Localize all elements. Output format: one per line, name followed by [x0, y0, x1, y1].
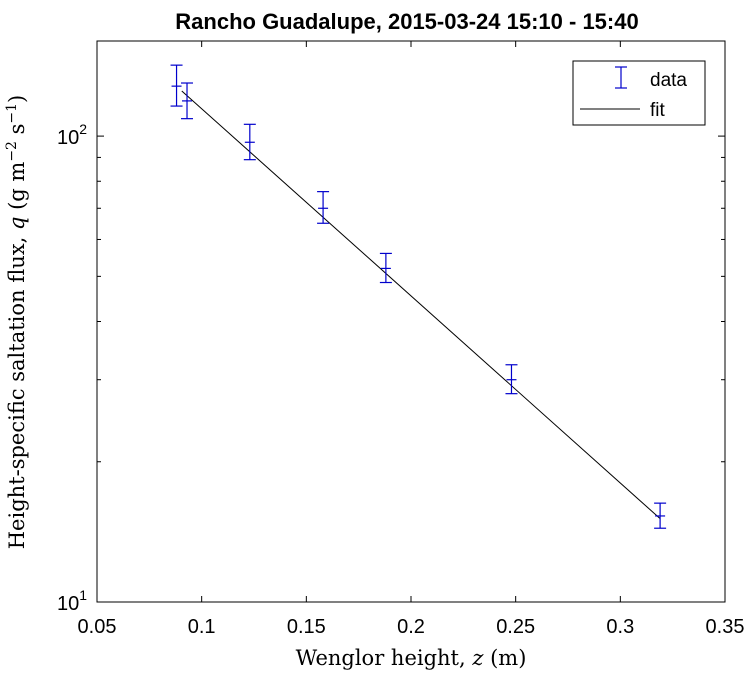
y-axis-label-variable: q [5, 217, 29, 230]
x-axis-label-variable: z [471, 646, 484, 670]
legend-marker-data [615, 66, 627, 89]
legend-box [572, 60, 706, 126]
plot-area [96, 40, 726, 603]
y-axis-label-text: Height-specific saltation flux, [5, 230, 29, 549]
legend-label-fit: fit [650, 100, 666, 121]
x-tick-label: 0.05 [78, 616, 117, 638]
y-tick-label: 101 [57, 587, 87, 615]
data-point [317, 191, 330, 224]
x-axis-label-unit: (m) [483, 646, 526, 670]
y-tick-label-base: 10 [57, 593, 79, 615]
y-axis-label-exponent-1: −2 [4, 141, 20, 162]
data-point [654, 502, 667, 529]
x-tick-label: 0.15 [287, 616, 326, 638]
chart-title: Rancho Guadalupe, 2015-03-24 15:10 - 15:… [175, 9, 638, 34]
data-series [170, 64, 667, 529]
x-tick-label: 0.25 [496, 616, 535, 638]
y-axis-label-unit-close: ) [5, 95, 29, 103]
y-axis-label-unit-mid: s [5, 124, 29, 141]
y-axis-label-unit-open: (g m [5, 162, 29, 217]
y-tick-label-base: 10 [57, 127, 79, 149]
y-axis-label: Height-specific saltation flux, q (g m−2… [4, 95, 29, 550]
data-point [170, 64, 183, 107]
data-point [505, 364, 518, 395]
x-axis-label: Wenglor height, z (m) [296, 646, 527, 670]
data-point [181, 82, 194, 120]
x-tick-label: 0.35 [706, 616, 745, 638]
y-tick-label-exponent: 2 [79, 121, 87, 137]
legend-label-data: data [650, 70, 687, 91]
data-point [379, 252, 392, 284]
x-axis-label-text: Wenglor height, [296, 646, 473, 670]
fit-line [181, 90, 661, 519]
x-axis-ticks: 0.05 0.1 0.15 0.2 0.25 0.3 0.35 [78, 41, 745, 638]
y-tick-label-exponent: 1 [79, 587, 87, 603]
x-tick-label: 0.1 [188, 616, 216, 638]
data-point [243, 123, 256, 161]
y-axis-label-exponent-2: −1 [4, 103, 20, 124]
y-tick-label: 102 [57, 121, 87, 149]
x-tick-label: 0.3 [606, 616, 634, 638]
x-tick-label: 0.2 [397, 616, 425, 638]
legend: data fit [572, 60, 706, 126]
fit-line-series [181, 90, 661, 519]
